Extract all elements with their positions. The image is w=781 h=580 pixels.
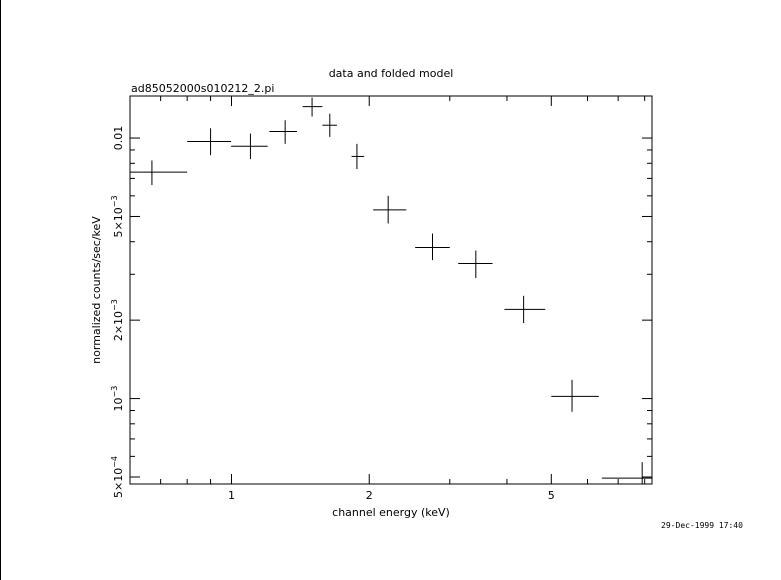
data-point	[302, 97, 323, 117]
window-left-border	[0, 0, 1, 580]
data-point	[269, 120, 297, 144]
y-axis-ticks	[130, 137, 652, 478]
y-tick-label: 5×10−3	[110, 195, 125, 237]
data-points	[130, 97, 652, 484]
data-point	[415, 233, 450, 261]
data-point	[322, 113, 337, 137]
x-axis-label: channel energy (keV)	[332, 506, 450, 519]
y-tick-label-base: 2×10	[112, 311, 125, 341]
x-axis-ticks	[129, 96, 646, 484]
chart-title: data and folded model	[329, 67, 454, 80]
y-tick-label-base: 5×10	[112, 207, 125, 237]
data-point	[601, 462, 652, 484]
data-point	[504, 295, 546, 324]
data-point	[551, 379, 599, 412]
y-tick-label: 2×10−3	[110, 299, 125, 341]
y-tick-label-exponent: −3	[110, 386, 119, 398]
y-tick-label: 0.01	[112, 126, 125, 151]
plot-timestamp: 29-Dec-1999 17:40	[661, 521, 743, 530]
y-axis-label: normalized counts/sec/keV	[90, 216, 103, 364]
data-point	[187, 128, 232, 156]
data-point	[373, 195, 407, 224]
y-tick-label-base: 10	[112, 397, 125, 411]
x-tick-label: 1	[228, 489, 235, 502]
y-tick-label-exponent: −4	[110, 456, 119, 468]
data-point	[130, 160, 188, 186]
data-point	[231, 133, 268, 160]
y-axis-tick-labels: 5×10−410−32×10−35×10−30.01	[110, 126, 125, 498]
data-point	[351, 143, 365, 170]
y-tick-label-base: 5×10	[112, 468, 125, 498]
y-tick-label: 10−3	[110, 386, 125, 412]
y-tick-label-exponent: −3	[110, 195, 119, 207]
x-tick-label: 2	[366, 489, 373, 502]
data-point	[458, 250, 493, 279]
y-tick-label-base: 0.01	[112, 126, 125, 151]
plot-frame	[129, 95, 653, 485]
x-tick-label: 5	[548, 489, 555, 502]
chart-filename: ad85052000s010212_2.pi	[131, 82, 274, 95]
x-axis-tick-labels: 1 2 5	[228, 489, 555, 502]
y-tick-label: 5×10−4	[110, 456, 125, 498]
y-tick-label-exponent: −3	[110, 299, 119, 311]
